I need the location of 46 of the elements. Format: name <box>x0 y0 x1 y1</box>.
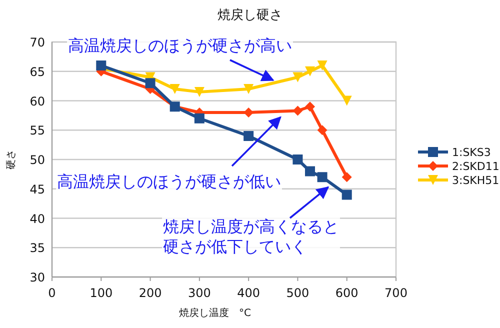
y-axis-title: 硬さ <box>6 150 17 170</box>
point <box>342 190 352 200</box>
x-tick-label: 0 <box>48 286 56 300</box>
chart-title: 焼戻し硬さ <box>218 8 282 23</box>
point <box>305 102 315 112</box>
y-tick-label: 70 <box>30 36 45 50</box>
annotation: 焼戻し温度が高くなると硬さが低下していく <box>163 217 339 256</box>
y-tick-label: 65 <box>30 64 45 79</box>
point <box>244 108 254 118</box>
point <box>317 60 328 70</box>
point <box>244 131 254 141</box>
y-tick-label: 45 <box>30 182 45 196</box>
legend-label: 3:SKH51 <box>452 174 500 187</box>
x-tick-label: 600 <box>335 286 358 300</box>
point <box>342 172 352 182</box>
y-tick-label: 30 <box>30 270 45 284</box>
point <box>194 86 204 97</box>
point <box>96 60 106 70</box>
point <box>170 84 180 94</box>
y-tick-label: 35 <box>30 241 45 256</box>
y-tick-label: 40 <box>30 212 45 226</box>
point <box>145 78 156 88</box>
point <box>244 84 254 94</box>
point <box>317 172 328 182</box>
annotation: 高温焼戻しのほうが硬さが高い <box>68 36 292 55</box>
point <box>305 166 315 176</box>
x-tick-label: 200 <box>138 286 162 300</box>
legend-label: 1:SKS3 <box>452 146 491 159</box>
point <box>292 106 303 116</box>
point <box>292 154 303 164</box>
y-tick-label: 55 <box>30 124 45 138</box>
x-tick-label: 700 <box>384 286 408 300</box>
point <box>342 96 352 106</box>
point <box>194 113 204 124</box>
x-tick-label: 500 <box>286 286 310 300</box>
annotation: 高温焼戻しのほうが硬さが低い <box>57 172 281 191</box>
legend-label: 2:SKD11 <box>452 160 500 173</box>
y-tick-label: 60 <box>30 94 45 108</box>
x-axis-title: 焼戻し温度 °C <box>179 307 252 319</box>
x-tick-label: 100 <box>90 286 113 300</box>
point <box>317 125 328 136</box>
x-tick-label: 300 <box>188 286 211 300</box>
point <box>305 66 315 76</box>
x-tick-label: 400 <box>237 286 260 300</box>
point <box>292 72 303 82</box>
y-tick-label: 50 <box>30 153 45 167</box>
